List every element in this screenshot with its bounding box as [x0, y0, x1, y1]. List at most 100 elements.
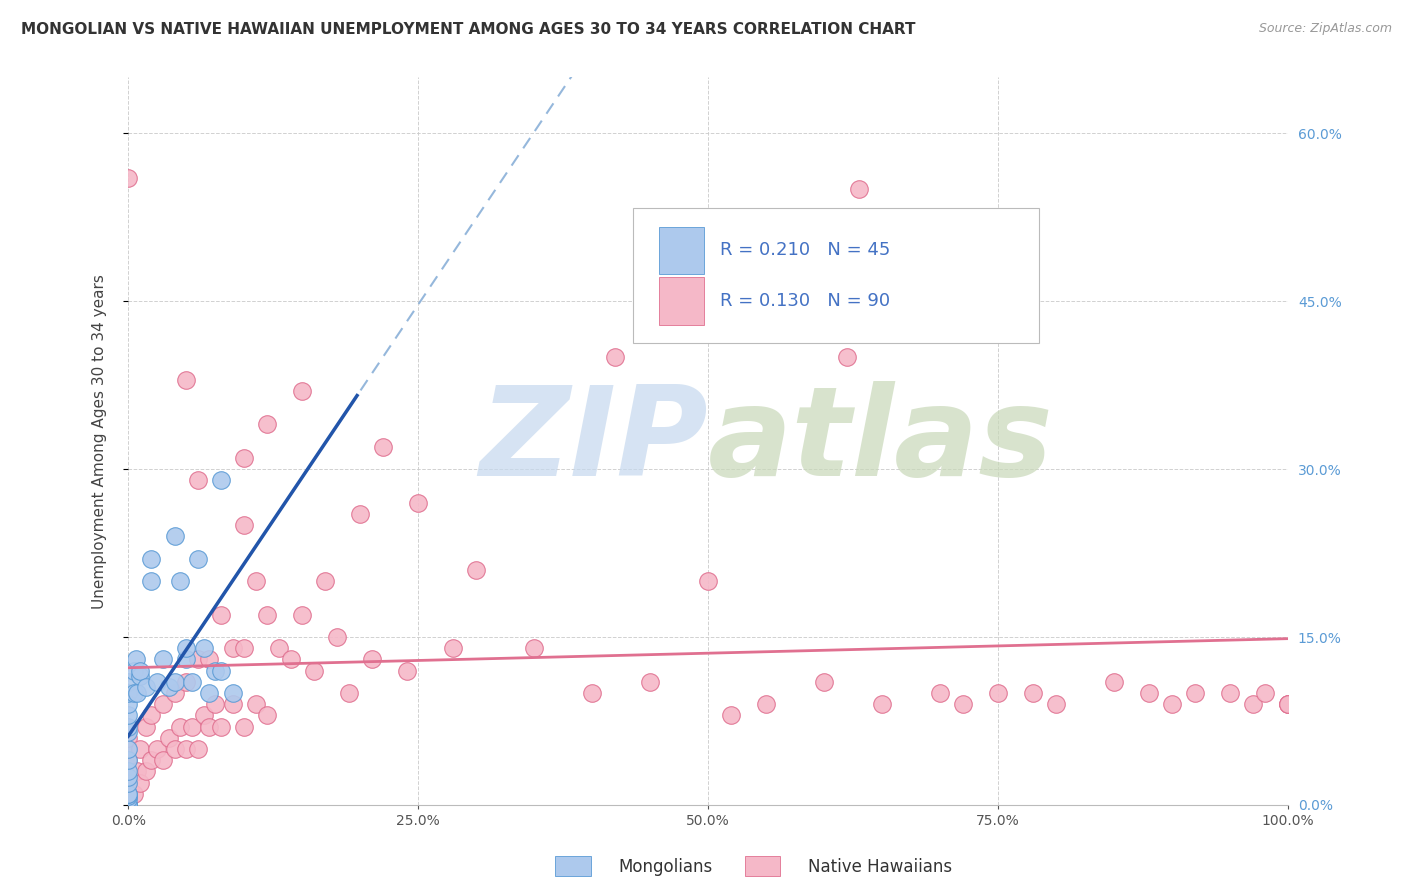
- Point: [117, 697, 139, 711]
- Point: [146, 674, 169, 689]
- Point: [117, 171, 139, 186]
- Point: [209, 607, 232, 622]
- Point: [117, 797, 139, 812]
- Point: [157, 681, 180, 695]
- Point: [117, 775, 139, 789]
- Point: [117, 797, 139, 812]
- Point: [174, 674, 197, 689]
- Point: [125, 652, 148, 666]
- Point: [174, 742, 197, 756]
- Point: [221, 686, 243, 700]
- Point: [523, 641, 546, 656]
- Point: [117, 725, 139, 739]
- Point: [1022, 686, 1045, 700]
- Point: [127, 686, 149, 700]
- Point: [117, 708, 139, 723]
- Point: [638, 674, 661, 689]
- Point: [233, 518, 256, 533]
- Point: [117, 731, 139, 745]
- Point: [174, 641, 197, 656]
- Point: [1277, 697, 1299, 711]
- Point: [326, 630, 349, 644]
- Point: [406, 496, 429, 510]
- Point: [117, 797, 139, 812]
- Point: [870, 697, 893, 711]
- FancyBboxPatch shape: [633, 209, 1039, 343]
- Point: [1045, 697, 1067, 711]
- Point: [952, 697, 974, 711]
- Point: [117, 742, 139, 756]
- Point: [163, 674, 186, 689]
- Point: [373, 440, 395, 454]
- Point: [152, 753, 174, 767]
- Point: [267, 641, 290, 656]
- Point: [117, 797, 139, 812]
- Point: [135, 764, 157, 779]
- Point: [848, 182, 870, 196]
- Point: [122, 686, 145, 700]
- Point: [117, 789, 139, 803]
- Point: [117, 720, 139, 734]
- Point: [141, 574, 163, 588]
- Point: [697, 574, 720, 588]
- Point: [141, 551, 163, 566]
- FancyBboxPatch shape: [659, 277, 703, 325]
- Point: [837, 350, 859, 364]
- Point: [181, 720, 204, 734]
- Point: [209, 474, 232, 488]
- Point: [245, 574, 267, 588]
- Point: [291, 384, 314, 398]
- Point: [117, 792, 139, 806]
- Point: [128, 669, 150, 683]
- Point: [605, 350, 627, 364]
- Point: [117, 764, 139, 779]
- Point: [233, 450, 256, 465]
- Point: [117, 764, 139, 779]
- Text: ZIP: ZIP: [479, 381, 709, 501]
- Text: R = 0.210   N = 45: R = 0.210 N = 45: [720, 241, 890, 259]
- Point: [1184, 686, 1206, 700]
- Point: [187, 652, 209, 666]
- Point: [929, 686, 952, 700]
- Point: [465, 563, 488, 577]
- Point: [198, 686, 221, 700]
- Point: [141, 708, 163, 723]
- Point: [1102, 674, 1125, 689]
- Point: [256, 607, 278, 622]
- Point: [117, 797, 139, 812]
- Point: [169, 574, 191, 588]
- Point: [117, 797, 139, 812]
- Point: [581, 686, 603, 700]
- Point: [163, 742, 186, 756]
- Point: [117, 797, 139, 812]
- Point: [146, 742, 169, 756]
- Point: [163, 529, 186, 543]
- Point: [174, 652, 197, 666]
- Point: [209, 720, 232, 734]
- Y-axis label: Unemployment Among Ages 30 to 34 years: Unemployment Among Ages 30 to 34 years: [93, 274, 107, 608]
- Point: [187, 474, 209, 488]
- FancyBboxPatch shape: [659, 227, 703, 274]
- Text: Source: ZipAtlas.com: Source: ZipAtlas.com: [1258, 22, 1392, 36]
- Point: [256, 708, 278, 723]
- Point: [755, 697, 778, 711]
- FancyBboxPatch shape: [745, 856, 780, 876]
- Point: [187, 742, 209, 756]
- Text: MONGOLIAN VS NATIVE HAWAIIAN UNEMPLOYMENT AMONG AGES 30 TO 34 YEARS CORRELATION : MONGOLIAN VS NATIVE HAWAIIAN UNEMPLOYMEN…: [21, 22, 915, 37]
- Point: [233, 641, 256, 656]
- Point: [337, 686, 360, 700]
- Point: [441, 641, 464, 656]
- FancyBboxPatch shape: [555, 856, 591, 876]
- Point: [987, 686, 1010, 700]
- Point: [198, 720, 221, 734]
- Point: [135, 681, 157, 695]
- Point: [117, 797, 139, 812]
- Point: [174, 373, 197, 387]
- Point: [1219, 686, 1241, 700]
- Point: [117, 787, 139, 801]
- Point: [117, 753, 139, 767]
- Point: [349, 507, 371, 521]
- Point: [117, 775, 139, 789]
- Point: [122, 664, 145, 678]
- Point: [117, 686, 139, 700]
